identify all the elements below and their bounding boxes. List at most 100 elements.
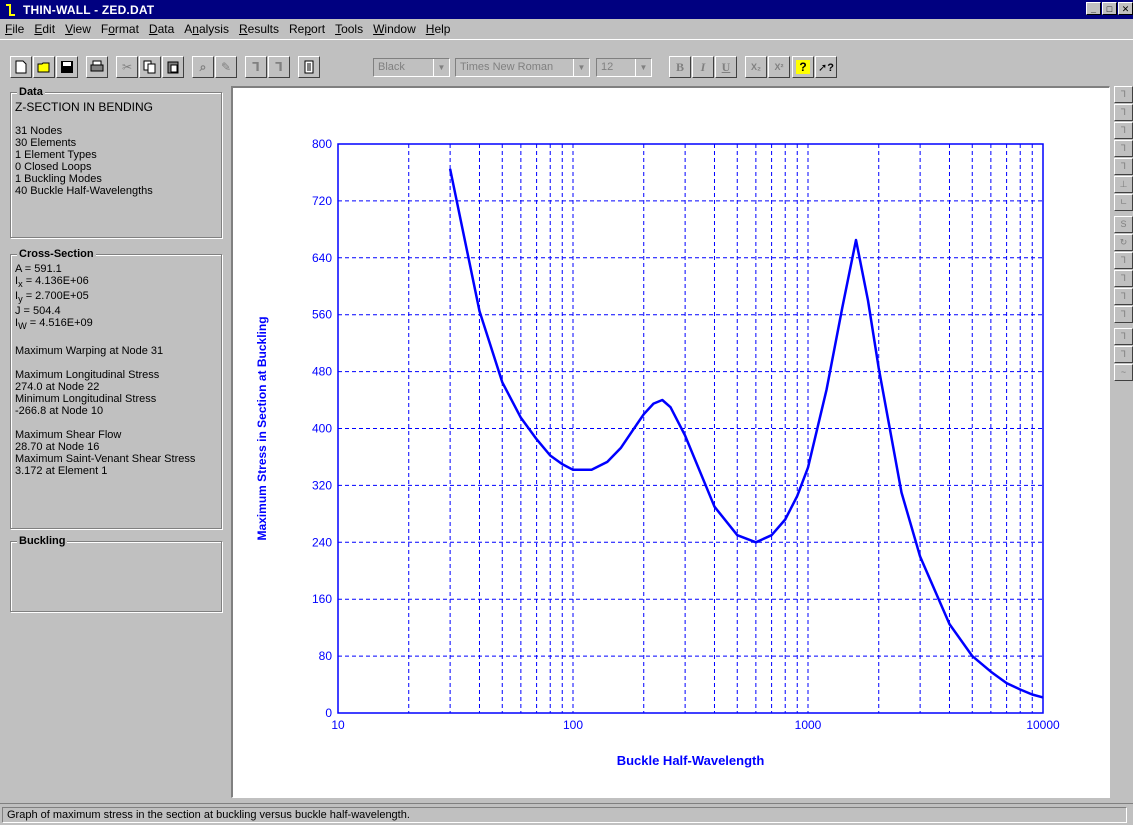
menu-view[interactable]: View: [65, 22, 91, 36]
sv-shear-value: 3.172 at Element 1: [15, 464, 108, 477]
tool-button-3[interactable]: Ꞁ: [1114, 122, 1133, 139]
j-value: J = 504.4: [15, 305, 61, 318]
restore-button[interactable]: □: [1102, 2, 1117, 15]
tool-button-5[interactable]: Ꞁ: [1114, 158, 1133, 175]
italic-label: I: [700, 59, 706, 74]
data-point: [652, 403, 655, 405]
menu-results[interactable]: Results: [238, 22, 280, 36]
tool-button-7[interactable]: ㄴ: [1114, 194, 1133, 211]
x-tick-label: 10: [331, 718, 345, 732]
underline-button[interactable]: U: [715, 56, 737, 78]
menu-report[interactable]: Report: [289, 22, 326, 36]
italic-button[interactable]: I: [692, 56, 714, 78]
y-tick-label: 80: [319, 649, 333, 663]
data-point: [878, 367, 880, 369]
data-point: [948, 623, 951, 625]
iw-number: = 4.516E+09: [26, 317, 93, 330]
tool-button-9[interactable]: ↻: [1114, 234, 1133, 251]
copy-button[interactable]: [139, 56, 161, 78]
context-help-button[interactable]: ➚?: [815, 56, 837, 78]
tool-button-8[interactable]: S: [1114, 216, 1133, 233]
tool-button-13[interactable]: Ꞁ: [1114, 306, 1133, 323]
zoom-button[interactable]: ⌕: [192, 56, 214, 78]
menu-edit[interactable]: Edit: [34, 22, 56, 36]
paste-button[interactable]: [162, 56, 184, 78]
right-toolbar: Ꞁ Ꞁ Ꞁ Ꞁ Ꞁ ⊥ ㄴ S ↻ Ꞁ Ꞁ Ꞁ Ꞁ Ꞁ Ꞁ ~: [1114, 86, 1133, 486]
chart-icon: ⊥: [1119, 179, 1128, 189]
ix-value: Ix = 4.136E+06: [15, 275, 217, 290]
tool-button-11[interactable]: Ꞁ: [1114, 270, 1133, 287]
magnifier-icon: ⌕: [199, 59, 207, 74]
data-line: 0 Closed Loops: [15, 161, 92, 173]
data-point: [606, 461, 608, 463]
data-heading: Z-SECTION IN BENDING: [15, 100, 154, 114]
close-button[interactable]: ✕: [1118, 2, 1133, 15]
printer-icon: [90, 60, 104, 72]
color-select[interactable]: Black ▼: [373, 58, 450, 77]
iy-symbol: I: [15, 290, 19, 303]
data-point: [669, 406, 672, 408]
section-icon: Ꞁ: [1120, 143, 1126, 153]
print-button[interactable]: [86, 56, 108, 78]
subscript-button[interactable]: X₂: [745, 56, 767, 78]
rotate-icon: ↻: [1119, 237, 1128, 247]
section-tool-button[interactable]: Ꞁ: [245, 56, 267, 78]
tool-button-6[interactable]: ⊥: [1114, 176, 1133, 193]
open-file-button[interactable]: [33, 56, 55, 78]
tool-button-15[interactable]: Ꞁ: [1114, 346, 1133, 363]
data-point: [971, 655, 973, 657]
chevron-down-icon: ▼: [573, 59, 589, 76]
section-alt-icon: Ꞁ: [275, 60, 283, 74]
chevron-down-icon: ▼: [433, 59, 449, 76]
scissors-icon: ✂: [121, 60, 133, 74]
menu-format[interactable]: Format: [100, 22, 139, 36]
tool-button-10[interactable]: Ꞁ: [1114, 252, 1133, 269]
data-point: [919, 555, 921, 558]
help-button[interactable]: ?: [792, 56, 814, 78]
new-file-button[interactable]: [10, 56, 32, 78]
tool-button-4[interactable]: Ꞁ: [1114, 140, 1133, 157]
data-point: [620, 447, 622, 449]
ix-number: = 4.136E+06: [22, 275, 89, 287]
data-point: [826, 388, 828, 390]
superscript-button[interactable]: X²: [768, 56, 790, 78]
section-tool-2-button[interactable]: Ꞁ: [268, 56, 290, 78]
sv-shear-label: Maximum Saint-Venant Shear Stress: [15, 452, 196, 465]
ix-subscript: x: [18, 279, 23, 290]
tool-button-16[interactable]: ~: [1114, 364, 1133, 381]
menu-window[interactable]: Window: [373, 22, 416, 36]
iy-subscript: y: [18, 294, 23, 305]
menu-tools[interactable]: Tools: [335, 22, 364, 36]
menu-file[interactable]: File: [5, 22, 25, 36]
menu-help[interactable]: Help: [425, 22, 451, 36]
font-select[interactable]: Times New Roman ▼: [455, 58, 590, 77]
data-point: [591, 469, 593, 471]
tool-button-12[interactable]: Ꞁ: [1114, 288, 1133, 305]
tool-button-2[interactable]: Ꞁ: [1114, 104, 1133, 121]
tool-button-14[interactable]: Ꞁ: [1114, 328, 1133, 345]
data-point: [535, 438, 538, 440]
menu-data[interactable]: Data: [148, 22, 175, 36]
tool-button-1[interactable]: Ꞁ: [1114, 86, 1133, 103]
y-tick-label: 720: [312, 194, 332, 208]
data-point: [632, 429, 634, 431]
y-tick-label: 800: [312, 137, 332, 151]
data-line: 31 Nodes: [15, 125, 63, 137]
font-select-value: Times New Roman: [460, 61, 554, 73]
section-icon: Ꞁ: [1120, 125, 1126, 135]
font-size-select[interactable]: 12 ▼: [596, 58, 652, 77]
cut-button[interactable]: ✂: [116, 56, 138, 78]
data-point: [770, 534, 773, 536]
save-button[interactable]: [56, 56, 78, 78]
data-point: [867, 299, 869, 302]
max-warping: Maximum Warping at Node 31: [15, 344, 164, 357]
y-tick-label: 0: [325, 706, 332, 720]
menu-analysis[interactable]: Analysis: [184, 22, 229, 36]
bold-button[interactable]: B: [669, 56, 691, 78]
graph-window[interactable]: 0 80 160 240 320 400 480 560 640 720 800 10 100 1000 1…: [231, 86, 1110, 798]
report-button[interactable]: [298, 56, 320, 78]
draw-button[interactable]: ✎: [215, 56, 237, 78]
y-tick-label: 560: [312, 308, 332, 322]
data-line: 30 Elements: [15, 137, 77, 149]
minimize-button[interactable]: _: [1086, 2, 1101, 15]
